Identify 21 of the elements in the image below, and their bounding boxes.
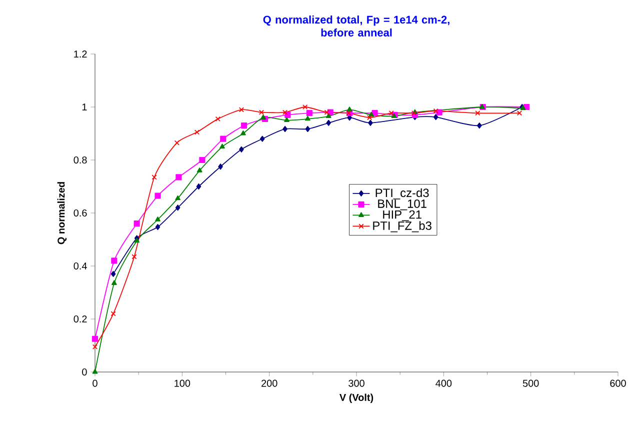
y-tick-label: 0.6 — [74, 209, 87, 217]
x-axis-title: V (Volt) — [340, 394, 374, 403]
x-tick-label: 300 — [348, 380, 364, 387]
x-tick-label: 400 — [436, 380, 452, 387]
y-axis-title: Q normalized — [57, 182, 67, 244]
y-tick-label: 0.2 — [74, 315, 87, 323]
legend-label: BNL_101 — [378, 199, 426, 210]
chart-title: Q normalized total, Fp = 1e14 cm-2, before anneal — [263, 16, 450, 36]
x-tick-label: 0 — [92, 380, 98, 387]
legend-label: HIP_21 — [383, 210, 422, 222]
legend-label: PTI_cz-d3 — [376, 188, 429, 200]
x-tick-label: 100 — [174, 380, 190, 387]
x-tick-label: 200 — [262, 380, 278, 387]
x-tick-label: 600 — [610, 380, 626, 387]
legend-label: PTI_FZ_b3 — [373, 221, 432, 232]
y-tick-label: 0.4 — [74, 262, 87, 270]
x-tick-label: 500 — [522, 380, 539, 387]
y-tick-label: 0.8 — [74, 156, 87, 164]
y-tick-label: 1 — [82, 104, 87, 110]
y-tick-label: 0 — [82, 368, 87, 376]
y-tick-label: 1.2 — [74, 50, 87, 58]
